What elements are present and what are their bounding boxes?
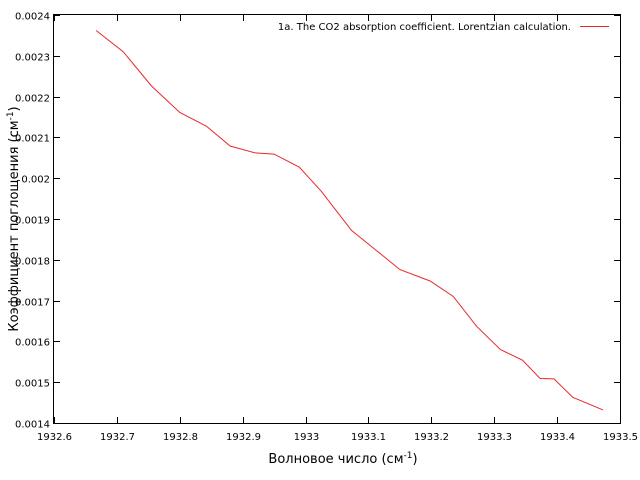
x-tick-label: 1932.6 (37, 432, 72, 443)
y-axis-title: Коэффициент поглощения (см-1) (6, 106, 22, 331)
x-tick-label: 1932.8 (163, 432, 198, 443)
legend: 1a. The CO2 absorption coefficient. Lore… (278, 22, 609, 33)
x-tick-label: 1933.5 (603, 432, 638, 443)
x-axis-title-close: ) (412, 452, 417, 467)
y-tick-label: 0.0016 (15, 338, 50, 349)
y-tick-label: 0.0022 (15, 94, 50, 105)
x-tick-label: 1933.1 (351, 432, 386, 443)
x-tick-label: 1932.7 (100, 432, 135, 443)
y-axis-title-close: ) (7, 106, 22, 111)
y-axis-title-main: Коэффициент поглощения (см (7, 120, 22, 331)
x-tick-label: 1933 (294, 432, 319, 443)
y-tick-label: 0.002 (21, 175, 50, 186)
x-axis-title-sup: -1 (404, 451, 413, 461)
y-tick-label: 0.0015 (15, 379, 50, 390)
plot-frame (53, 14, 621, 424)
x-axis-title: Волновое число (см-1) (268, 451, 417, 467)
y-tick-label: 0.0024 (15, 12, 50, 23)
y-tick-label: 0.0017 (15, 298, 50, 309)
x-tick-label: 1932.9 (226, 432, 261, 443)
y-tick-label: 0.0023 (15, 53, 50, 64)
y-tick-label: 0.0021 (15, 134, 50, 145)
y-axis-title-sup: -1 (6, 111, 16, 120)
x-tick-label: 1933.2 (414, 432, 449, 443)
x-axis-title-main: Волновое число (см (268, 452, 403, 467)
legend-entry-label: 1a. The CO2 absorption coefficient. Lore… (278, 22, 571, 33)
x-tick-label: 1933.4 (540, 432, 575, 443)
y-tick-label: 0.0014 (15, 420, 50, 431)
y-tick-label: 0.0018 (15, 257, 50, 268)
series-line (95, 30, 604, 411)
y-tick-label: 0.0019 (15, 216, 50, 227)
x-tick-label: 1933.3 (477, 432, 512, 443)
